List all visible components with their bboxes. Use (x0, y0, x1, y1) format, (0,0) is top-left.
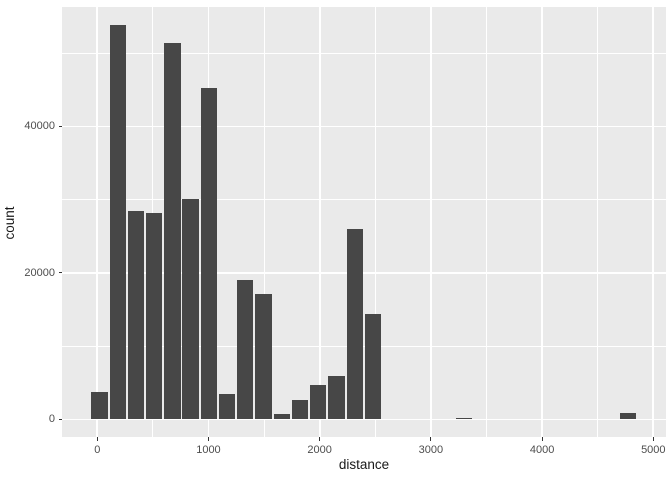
grid-minor-horizontal (62, 52, 666, 54)
histogram-bar (273, 413, 290, 420)
x-tick-label: 1000 (196, 444, 221, 456)
x-tick-mark (96, 437, 98, 441)
histogram-bar (237, 280, 254, 420)
grid-major-vertical (541, 7, 543, 437)
histogram-bar (218, 393, 236, 420)
y-tick-label: 40000 (24, 120, 55, 133)
grid-major-horizontal (62, 272, 666, 274)
histogram-bar (255, 294, 272, 420)
x-tick-mark (319, 437, 321, 441)
grid-minor-vertical (597, 7, 599, 437)
grid-minor-vertical (486, 7, 487, 437)
x-tick-mark (207, 437, 209, 441)
x-tick-label: 0 (94, 444, 101, 456)
histogram-bar (346, 228, 363, 420)
y-tick-label: 0 (48, 413, 55, 426)
grid-major-horizontal (62, 418, 666, 421)
x-tick-mark (430, 437, 432, 441)
histogram-bar (328, 375, 345, 420)
histogram-bar (91, 391, 108, 420)
histogram-bar (146, 212, 163, 420)
grid-minor-horizontal (62, 199, 666, 201)
y-axis-title: count (2, 206, 17, 240)
grid-major-vertical (318, 7, 321, 437)
grid-major-horizontal (62, 125, 666, 128)
grid-minor-vertical (374, 7, 376, 437)
histogram-bar (619, 412, 637, 420)
x-tick-label: 3000 (418, 444, 444, 456)
x-tick-mark (652, 437, 654, 441)
histogram-bar (200, 88, 218, 420)
grid-minor-horizontal (62, 345, 666, 347)
plot-panel (62, 7, 666, 437)
grid-minor-vertical (263, 7, 265, 437)
histogram-bar (127, 210, 145, 420)
y-tick-label: 20000 (24, 266, 55, 279)
grid-major-vertical (96, 7, 99, 437)
y-tick-mark (58, 418, 62, 420)
y-tick-mark (58, 272, 62, 274)
grid-major-vertical (430, 7, 432, 437)
x-tick-label: 5000 (641, 444, 666, 456)
x-tick-label: 2000 (307, 444, 332, 456)
y-tick-mark (58, 125, 62, 127)
x-axis-title: distance (338, 457, 390, 472)
histogram-bar (109, 24, 126, 420)
histogram-bar (455, 417, 473, 420)
histogram-bar (164, 42, 181, 420)
histogram-bar (182, 198, 199, 420)
histogram-bar (364, 313, 382, 420)
grid-major-vertical (652, 7, 655, 437)
histogram-bar (310, 385, 327, 420)
histogram-bar (291, 399, 309, 420)
x-tick-mark (541, 437, 543, 441)
x-tick-label: 4000 (529, 444, 555, 456)
